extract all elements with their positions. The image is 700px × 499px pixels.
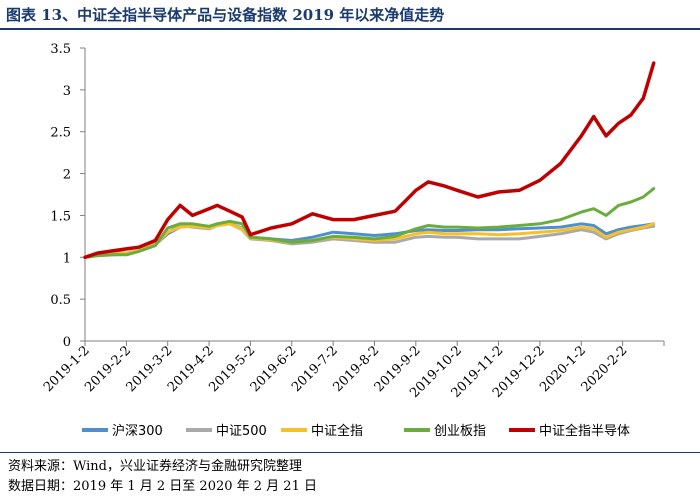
y-tick-label: 2.5 — [50, 126, 71, 141]
title-rule — [0, 28, 700, 30]
date-note: 数据日期：2019 年 1 月 2 日至 2020 年 2 月 21 日 — [8, 479, 317, 494]
line-chart: 00.511.522.533.52019-1-22019-2-22019-3-2… — [41, 42, 665, 439]
series-lines — [83, 61, 656, 260]
y-tick-label: 1 — [63, 251, 71, 266]
footer-rule — [0, 452, 700, 453]
legend-label-1: 中证500 — [216, 424, 267, 439]
legend-label-3: 创业板指 — [434, 424, 486, 439]
y-tick-label: 0.5 — [50, 293, 71, 308]
y-tick-label: 1.5 — [50, 209, 71, 224]
y-tick-label: 3 — [63, 84, 71, 99]
legend-label-4: 中证全指半导体 — [539, 423, 630, 439]
y-tick-label: 0 — [63, 335, 71, 350]
x-tick-label: 2020-2-2 — [579, 343, 631, 395]
chart-title: 图表 13、中证全指半导体产品与设备指数 2019 年以来净值走势 — [6, 6, 445, 24]
legend-label-2: 中证全指 — [311, 423, 363, 439]
source-note: 资料来源：Wind，兴业证券经济与金融研究院整理 — [8, 459, 302, 474]
series-line-3 — [83, 187, 656, 259]
series-line-4 — [83, 61, 656, 260]
y-tick-label: 2 — [63, 168, 71, 183]
series-line-2 — [83, 222, 656, 259]
legend: 沪深300 中证500 中证全指 创业板指 中证全指半导体 — [82, 423, 630, 439]
y-tick-label: 3.5 — [50, 42, 71, 57]
axes: 00.511.522.533.52019-1-22019-2-22019-3-2… — [41, 42, 665, 401]
legend-label-0: 沪深300 — [112, 423, 163, 439]
